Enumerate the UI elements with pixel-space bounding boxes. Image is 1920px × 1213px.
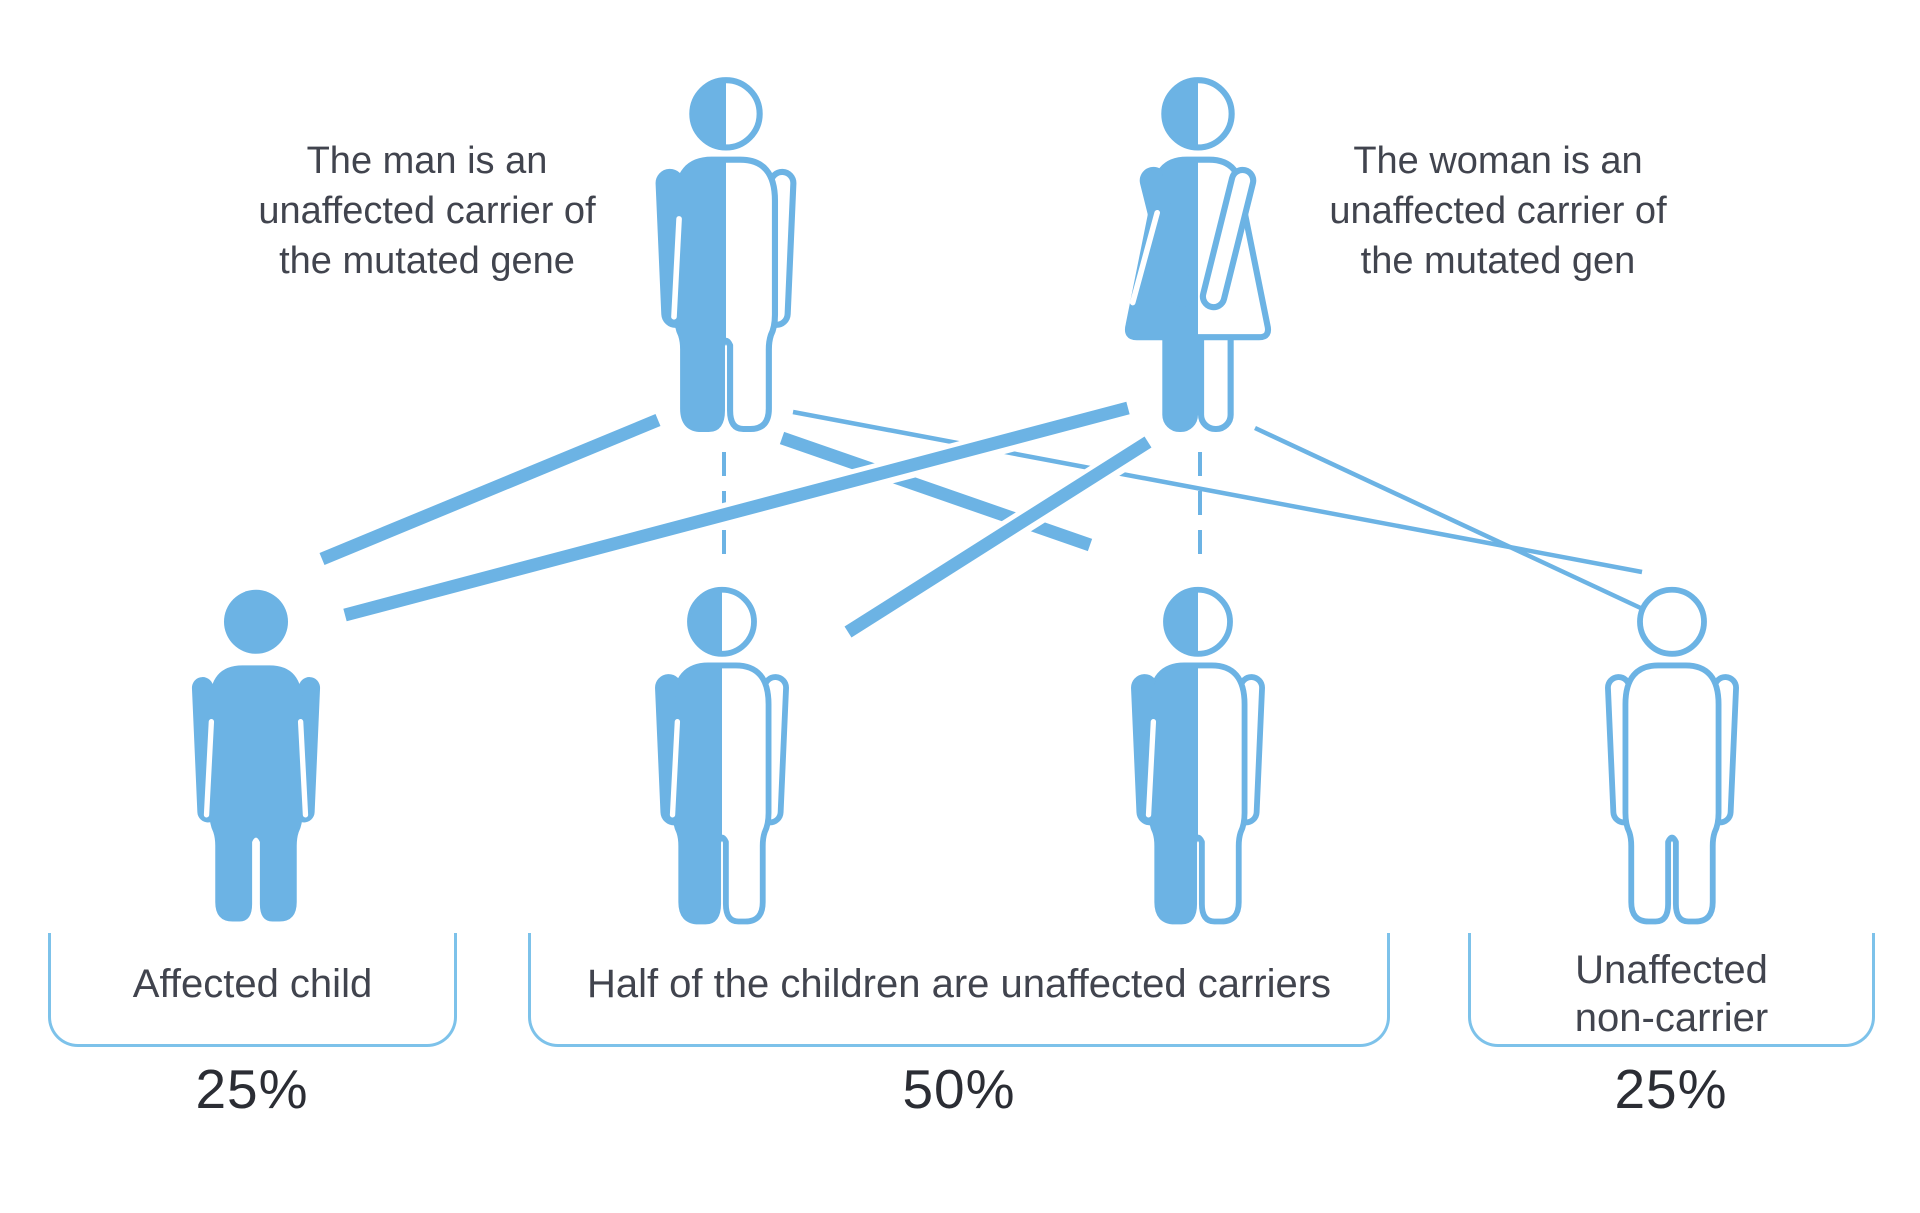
bracket-non-carrier: Unaffected non-carrier	[1468, 933, 1875, 1047]
thick-line-mother-to-affected	[343, 401, 1130, 622]
carrier-child-figure-2	[1133, 590, 1262, 922]
percent-non-carrier: 25%	[1614, 1058, 1728, 1120]
bracket-affected-label: Affected child	[132, 962, 373, 1006]
thin-line-mother-to-noncarrier	[1254, 425, 1693, 635]
percent-carriers: 50%	[902, 1058, 1016, 1120]
mother-figure	[1128, 80, 1268, 429]
thick-line-father-to-carrier2	[779, 431, 1093, 552]
inheritance-lines	[319, 401, 1693, 638]
percent-affected: 25%	[195, 1058, 309, 1120]
bracket-affected-child: Affected child	[48, 933, 457, 1047]
bracket-non-carrier-label: Unaffected non-carrier	[1574, 948, 1769, 1040]
thick-line-mother-to-carrier1	[844, 436, 1152, 638]
carrier-child-figure-1	[657, 590, 786, 922]
bracket-carrier-children: Half of the children are unaffected carr…	[528, 933, 1390, 1047]
father-caption: The man is an unaffected carrier of the …	[258, 140, 596, 282]
bracket-carrier-label: Half of the children are unaffected carr…	[586, 962, 1332, 1006]
thick-line-father-to-affected	[319, 413, 661, 566]
thin-line-father-to-noncarrier	[792, 409, 1643, 575]
non-carrier-child-figure	[1607, 590, 1736, 922]
mother-caption: The woman is an unaffected carrier of th…	[1329, 140, 1667, 282]
affected-child-figure	[191, 590, 320, 922]
